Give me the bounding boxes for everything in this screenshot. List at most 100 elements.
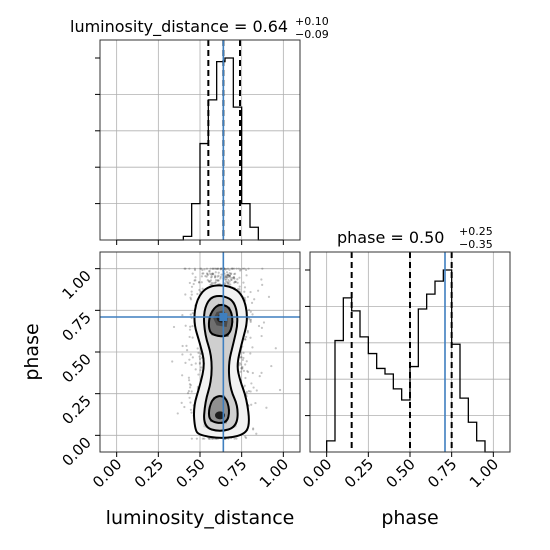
sample-point (225, 274, 228, 277)
sample-point (227, 281, 230, 284)
sample-point (194, 276, 197, 279)
sample-point (214, 281, 217, 284)
sample-point (208, 280, 211, 283)
sample-point (260, 326, 264, 329)
sample-point (251, 313, 254, 316)
sample-point (203, 268, 206, 271)
sample-point (229, 272, 232, 276)
sample-point (209, 272, 212, 275)
sample-point (210, 273, 213, 276)
sample-point (214, 274, 217, 277)
sample-point (249, 318, 252, 321)
sample-point (214, 271, 217, 274)
sample-point (224, 268, 227, 271)
contour-3 (207, 303, 234, 338)
sample-point (197, 373, 200, 376)
sample-point (211, 267, 214, 270)
title-ld-minus: −0.09 (295, 28, 329, 41)
sample-point (233, 272, 236, 276)
sample-point (239, 268, 242, 271)
sample-point (261, 267, 264, 270)
sample-point (228, 274, 231, 278)
sample-point (209, 279, 213, 282)
sample-point (214, 281, 217, 284)
sample-point (228, 274, 231, 277)
panel-phase-histogram: 0.00 0.25 0.50 0.75 1.00 phase = 0.50 +0.25 … (299, 225, 511, 529)
sample-point (250, 403, 253, 406)
sample-point (189, 408, 192, 411)
sample-point (194, 362, 197, 365)
sample-point (211, 272, 214, 275)
sample-point (223, 282, 226, 285)
sample-point (236, 278, 239, 281)
sample-point (220, 273, 223, 276)
sample-point (232, 276, 235, 280)
sample-point (225, 275, 228, 278)
sample-point (197, 281, 201, 284)
sample-point (213, 267, 216, 270)
sample-point (190, 390, 193, 393)
sample-point (224, 275, 227, 279)
sample-point (200, 275, 204, 278)
sample-point (185, 349, 189, 352)
sample-point (198, 362, 201, 365)
sample-point (252, 427, 255, 430)
sample-point (190, 290, 193, 293)
sample-point (209, 267, 212, 270)
sample-point (183, 267, 186, 270)
sample-point (228, 268, 231, 271)
sample-point (214, 279, 218, 282)
sample-point (213, 276, 217, 279)
sample-point (184, 293, 187, 296)
sample-point (176, 412, 179, 415)
sample-point (189, 298, 193, 301)
sample-point (184, 267, 187, 270)
sample-point (216, 267, 220, 270)
sample-point (219, 267, 222, 270)
sample-point (188, 396, 191, 399)
sample-point (231, 276, 234, 280)
sample-point (201, 437, 204, 440)
sample-point (193, 267, 196, 270)
sample-point (180, 401, 183, 404)
sample-point (225, 271, 229, 274)
sample-point (241, 358, 245, 362)
sample-point (230, 267, 233, 270)
sample-point (249, 310, 252, 313)
panel-2d-posterior: 0.000.000.250.250.500.500.750.751.001.00… (21, 251, 301, 529)
sample-point (249, 352, 252, 355)
sample-point (187, 376, 191, 379)
xlabel-phase-histogram: phase (381, 507, 438, 529)
sample-point (228, 271, 231, 275)
sample-point (191, 336, 194, 339)
sample-point (207, 279, 210, 283)
sample-point (199, 369, 202, 372)
sample-point (212, 282, 215, 285)
sample-point (188, 358, 191, 361)
sample-point (188, 383, 192, 386)
title-ld-param: luminosity_distance (70, 17, 229, 37)
sample-point (243, 384, 246, 387)
sample-point (212, 272, 215, 275)
sample-point (238, 285, 241, 288)
sample-point (191, 272, 194, 275)
sample-point (216, 275, 219, 278)
sample-point (246, 331, 249, 334)
sample-point (224, 278, 227, 281)
sample-point (188, 335, 191, 339)
sample-point (245, 360, 248, 363)
sample-point (189, 313, 192, 316)
sample-point (205, 267, 209, 270)
sample-point (198, 361, 202, 364)
title-phase-plus: +0.25 (459, 225, 493, 238)
sample-point (212, 267, 215, 270)
sample-point (200, 366, 203, 369)
sample-point (186, 392, 190, 395)
ticks-ld-histogram (95, 57, 284, 245)
sample-point (198, 357, 202, 361)
sample-point (172, 325, 176, 329)
sample-point (274, 347, 277, 350)
sample-point (234, 280, 237, 284)
sample-point (246, 370, 250, 374)
contour-0 (193, 284, 250, 439)
